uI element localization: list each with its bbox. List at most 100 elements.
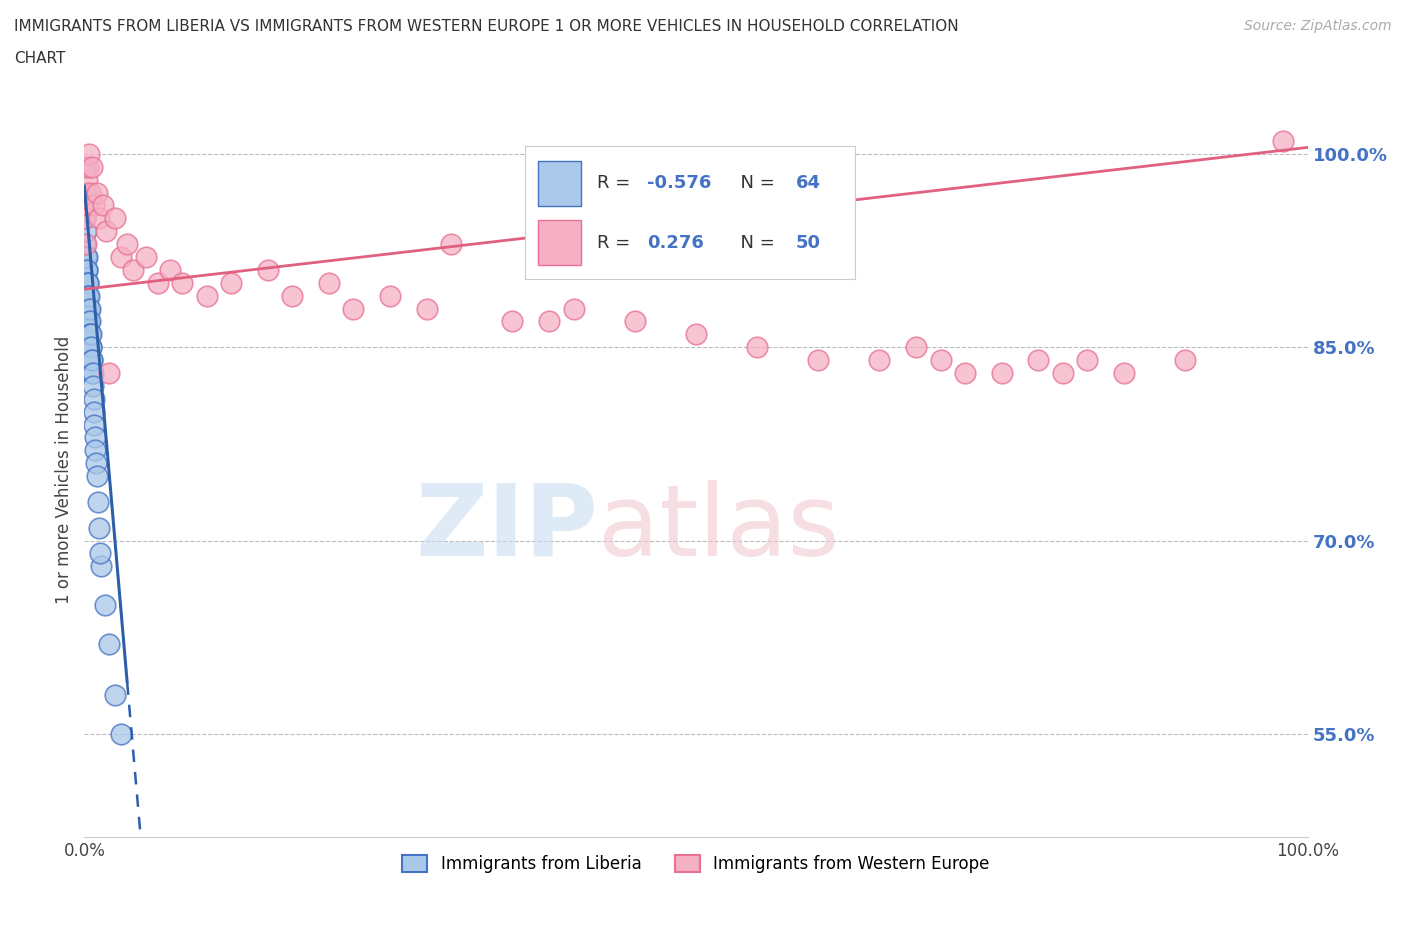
Point <box>80 339 103 354</box>
Text: atlas: atlas <box>598 480 839 577</box>
Point <box>79 339 101 354</box>
Point <box>77 288 100 303</box>
Point <box>75 262 97 277</box>
Point <box>1052 365 1074 380</box>
Point <box>97 636 120 651</box>
Point <box>538 314 561 329</box>
Point <box>172 275 194 290</box>
Text: CHART: CHART <box>14 51 66 66</box>
Point <box>83 392 105 406</box>
Point <box>76 288 98 303</box>
Point <box>685 326 707 341</box>
Point <box>75 262 97 277</box>
Point <box>77 288 100 303</box>
Point <box>905 339 928 354</box>
Point <box>79 326 101 341</box>
Point <box>869 352 891 367</box>
Point <box>416 301 439 316</box>
Point <box>77 275 100 290</box>
Point <box>76 275 98 290</box>
Point <box>84 443 107 458</box>
Point <box>159 262 181 277</box>
Point <box>82 352 104 367</box>
Text: ZIP: ZIP <box>415 480 598 577</box>
Point <box>122 262 145 277</box>
Point <box>90 559 112 574</box>
Point <box>75 211 97 226</box>
Point <box>76 198 98 213</box>
Point <box>502 314 524 329</box>
Point <box>87 520 110 535</box>
Point <box>79 326 101 341</box>
Point <box>1076 352 1098 367</box>
Point <box>77 314 100 329</box>
Point <box>80 339 103 354</box>
Point <box>79 185 101 200</box>
Point <box>929 352 952 367</box>
Point <box>76 275 98 290</box>
Text: IMMIGRANTS FROM LIBERIA VS IMMIGRANTS FROM WESTERN EUROPE 1 OR MORE VEHICLES IN : IMMIGRANTS FROM LIBERIA VS IMMIGRANTS FR… <box>14 19 959 33</box>
Point <box>76 262 98 277</box>
Point <box>87 495 110 510</box>
Point <box>80 365 103 380</box>
Point <box>77 301 100 316</box>
Point <box>86 185 108 200</box>
Point <box>84 456 107 471</box>
Legend: Immigrants from Liberia, Immigrants from Western Europe: Immigrants from Liberia, Immigrants from… <box>395 848 997 880</box>
Point <box>76 249 98 264</box>
Point <box>77 326 100 341</box>
Point <box>86 469 108 484</box>
Point <box>110 249 132 264</box>
Point <box>76 301 98 316</box>
Point <box>97 365 120 380</box>
Point <box>747 339 769 354</box>
Point <box>96 224 118 239</box>
Point <box>76 301 98 316</box>
Point <box>76 172 98 187</box>
Point <box>75 249 97 264</box>
Point <box>73 159 96 174</box>
Point <box>76 301 98 316</box>
Point <box>77 301 100 316</box>
Point <box>89 546 111 561</box>
Point <box>79 301 101 316</box>
Point <box>115 236 138 251</box>
Point <box>77 314 100 329</box>
Point <box>82 379 104 393</box>
Point <box>91 198 114 213</box>
Point <box>440 236 463 251</box>
Point <box>104 211 127 226</box>
Point <box>75 236 97 251</box>
Point <box>77 301 100 316</box>
Point <box>76 288 98 303</box>
Text: Source: ZipAtlas.com: Source: ZipAtlas.com <box>1244 19 1392 33</box>
Point <box>83 405 105 419</box>
Point <box>104 688 127 703</box>
Point <box>75 185 97 200</box>
Point <box>135 249 157 264</box>
Point <box>82 365 104 380</box>
Point <box>75 275 97 290</box>
Point <box>1028 352 1050 367</box>
Point <box>79 326 101 341</box>
Point <box>75 275 97 290</box>
Point <box>79 314 101 329</box>
Point <box>80 326 103 341</box>
Point <box>87 211 110 226</box>
Point <box>219 275 242 290</box>
Point <box>991 365 1014 380</box>
Point <box>76 262 98 277</box>
Point <box>75 185 97 200</box>
Point <box>80 159 103 174</box>
Point <box>76 288 98 303</box>
Point <box>76 314 98 329</box>
Point <box>75 211 97 226</box>
Point <box>1174 352 1197 367</box>
Point <box>83 198 105 213</box>
Point <box>77 314 100 329</box>
Point <box>281 288 304 303</box>
Point <box>83 417 105 432</box>
Point <box>257 262 280 277</box>
Point <box>75 224 97 239</box>
Point <box>76 288 98 303</box>
